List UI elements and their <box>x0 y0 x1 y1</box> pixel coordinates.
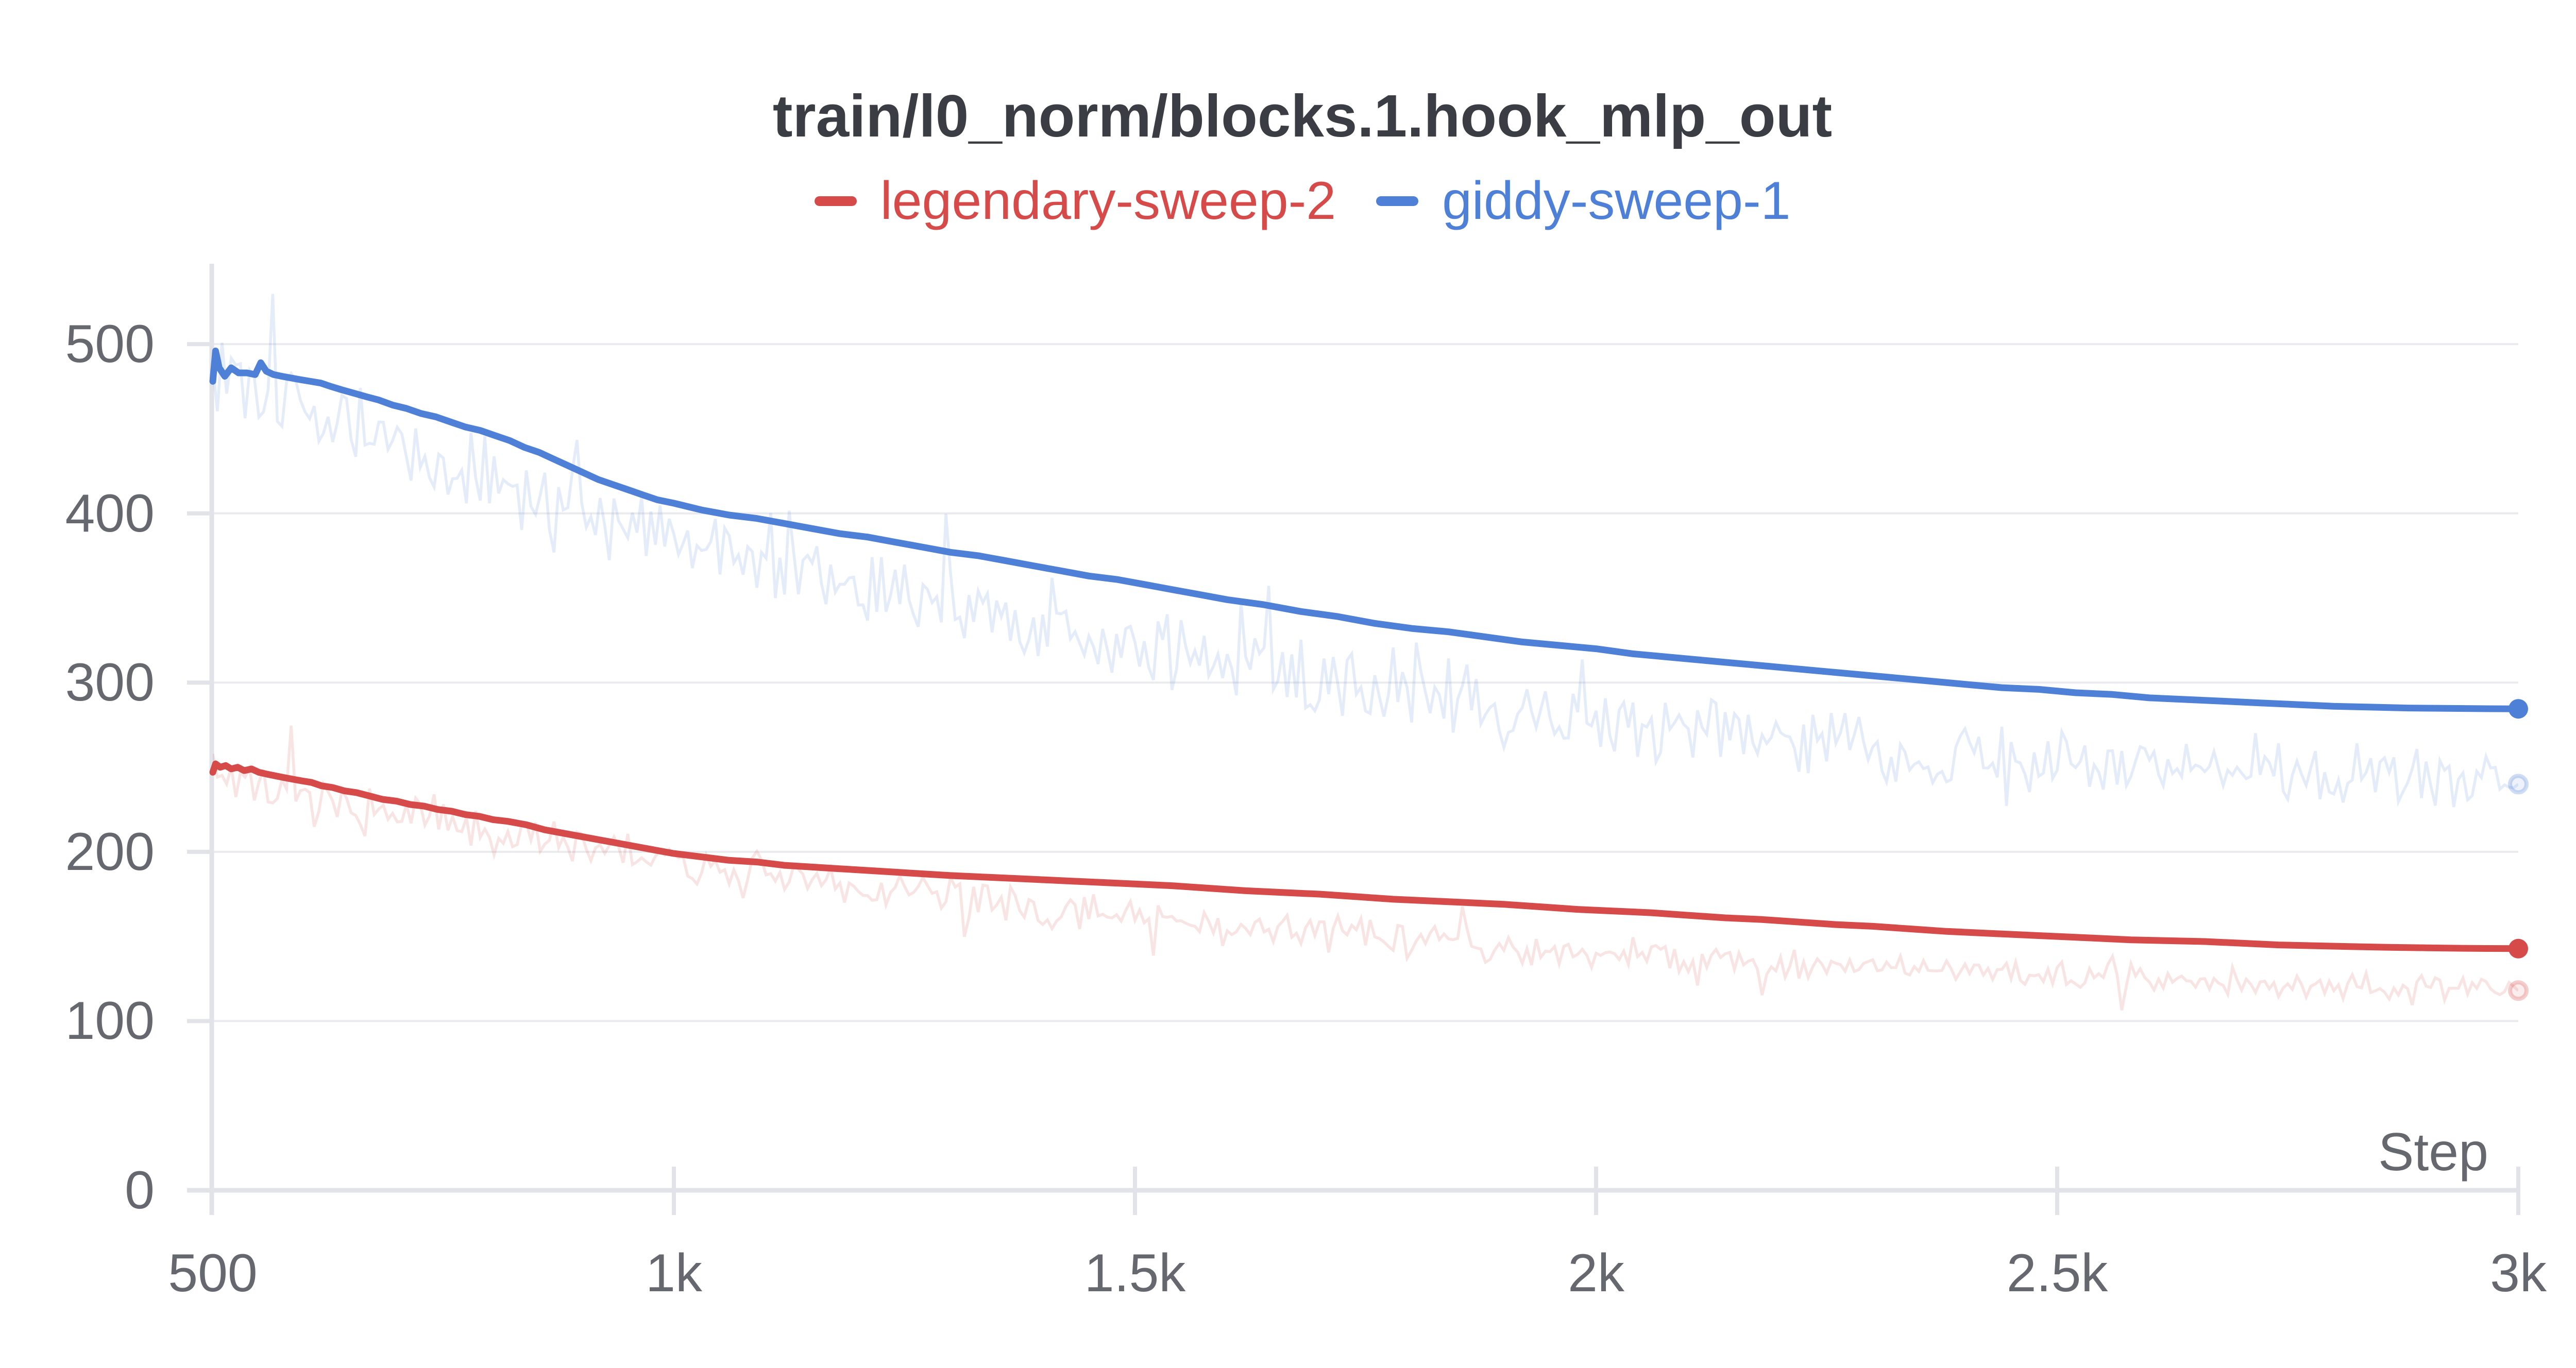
legend-label: giddy-sweep-1 <box>1442 171 1791 231</box>
legend-label: legendary-sweep-2 <box>880 171 1336 231</box>
smoothed-line-giddy-sweep-1 <box>209 347 2522 712</box>
endpoint-markers-legendary-sweep-2 <box>2508 938 2529 1001</box>
smoothed-end-dot-giddy-sweep-1 <box>2509 699 2528 719</box>
x-tick-label-500: 500 <box>168 1243 258 1303</box>
legend-item-legendary-sweep-2[interactable]: legendary-sweep-2 <box>814 171 1336 231</box>
chart-title: train/l0_norm/blocks.1.hook_mlp_out <box>772 82 1833 149</box>
x-tick-label-2.5k: 2.5k <box>2006 1243 2108 1303</box>
legend-line-icon <box>814 196 857 206</box>
x-tick-label-2k: 2k <box>1568 1243 1624 1303</box>
y-tick-label-300: 300 <box>65 653 155 713</box>
legend-item-giddy-sweep-1[interactable]: giddy-sweep-1 <box>1376 174 1790 228</box>
raw-end-dot-giddy-sweep-1 <box>2508 774 2529 795</box>
y-tick-label-500: 500 <box>65 314 155 374</box>
y-tick-label-0: 0 <box>125 1160 155 1220</box>
legend-line-icon <box>1376 196 1419 206</box>
raw-line-legendary-sweep-2 <box>213 725 2518 1011</box>
x-tick-label-1.5k: 1.5k <box>1084 1243 1186 1303</box>
raw-line-giddy-sweep-1 <box>213 294 2518 808</box>
y-tick-label-400: 400 <box>65 483 155 543</box>
legend: legendary-sweep-2 giddy-sweep-1 <box>0 174 2576 228</box>
endpoint-markers-giddy-sweep-1 <box>2508 699 2529 795</box>
raw-end-dot-legendary-sweep-2 <box>2508 980 2529 1001</box>
smoothed-end-dot-legendary-sweep-2 <box>2509 938 2528 959</box>
y-tick-label-200: 200 <box>65 822 155 882</box>
x-tick-label-1k: 1k <box>646 1243 702 1303</box>
y-tick-label-100: 100 <box>65 991 155 1051</box>
smoothed-line-legendary-sweep-2 <box>209 760 2522 952</box>
x-tick-label-3k: 3k <box>2490 1243 2547 1303</box>
x-axis-title: Step <box>2378 1122 2488 1182</box>
